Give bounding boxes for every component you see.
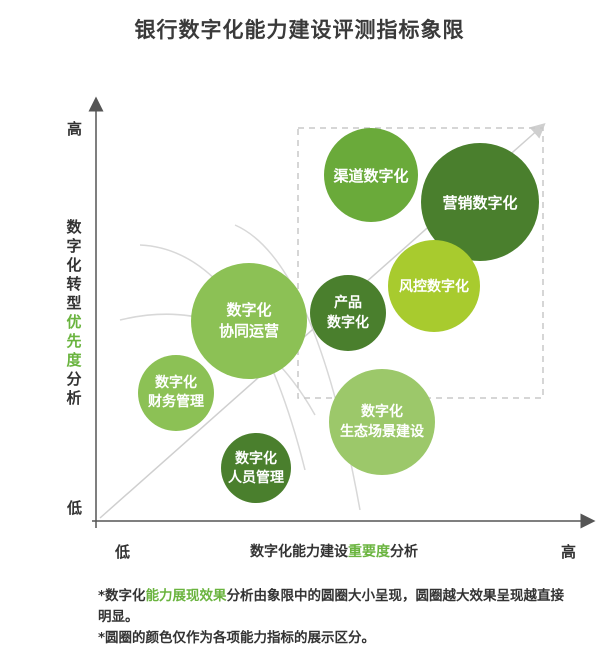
y-axis-low-label: 低 — [67, 499, 83, 517]
bubble-product: 产品 数字化 — [310, 275, 386, 351]
bubble-product-circle — [310, 275, 386, 351]
bubble-finance-label-2: 财务管理 — [147, 393, 204, 410]
y-label-char: 析 — [66, 389, 82, 407]
y-label-char: 字 — [66, 237, 82, 255]
y-axis-high-label: 高 — [67, 120, 83, 138]
bubble-hr-circle — [221, 433, 291, 503]
y-label-char-highlight: 优 — [66, 313, 82, 331]
x-label-post: 分析 — [390, 544, 418, 560]
bubble-finance-circle — [138, 355, 214, 431]
x-axis-low-label: 低 — [115, 543, 131, 561]
y-label-char: 转 — [66, 275, 82, 293]
x-axis-label: 数字化能力建设重要度分析 — [250, 541, 418, 561]
high-priority-quadrant-box — [297, 127, 544, 399]
footnote-1-post: 分析由象限中的圆圈大小呈现，圆圈越大效果呈现越直接明显。 — [98, 588, 565, 625]
x-label-pre: 数字化能力建设 — [250, 544, 348, 560]
y-label-char: 型 — [66, 294, 82, 312]
x-label-highlight: 重要度 — [348, 544, 390, 560]
bubble-channel-label: 渠道数字化 — [333, 167, 408, 185]
bubble-channel-circle — [324, 128, 418, 222]
bubble-channel: 渠道数字化 — [324, 128, 418, 222]
bubble-risk-circle — [388, 240, 480, 332]
footnote-1: *数字化能力展现效果分析由象限中的圆圈大小呈现，圆圈越大效果呈现越直接明显。 — [98, 586, 568, 628]
y-label-char: 分 — [66, 370, 82, 388]
bubble-ecosystem-label-1: 数字化 — [361, 403, 403, 420]
y-axis-label: 数 字 化 转 型 优 先 度 分 析 — [61, 218, 87, 408]
bubble-finance: 数字化 财务管理 — [138, 355, 214, 431]
bubble-ecosystem: 数字化 生态场景建设 — [329, 369, 435, 475]
bubble-hr-label-1: 数字化 — [235, 450, 277, 467]
bubble-finance-label-1: 数字化 — [155, 374, 197, 391]
bubble-collab: 数字化 协同运营 — [191, 263, 307, 379]
footnote-1-highlight: 能力展现效果 — [145, 588, 227, 604]
footnotes: *数字化能力展现效果分析由象限中的圆圈大小呈现，圆圈越大效果呈现越直接明显。 *… — [98, 586, 568, 649]
bubble-marketing: 营销数字化 — [421, 143, 539, 261]
page-title: 银行数字化能力建设评测指标象限 — [134, 18, 465, 42]
bubble-marketing-label: 营销数字化 — [442, 194, 517, 212]
bubble-risk-label: 风控数字化 — [399, 278, 469, 295]
bubble-collab-label-2: 协同运营 — [219, 322, 279, 340]
bubble-product-label-1: 产品 — [334, 294, 362, 311]
footnote-2: *圆圈的颜色仅作为各项能力指标的展示区分。 — [98, 630, 376, 646]
bubble-risk: 风控数字化 — [388, 240, 480, 332]
bubble-collab-label-1: 数字化 — [226, 301, 271, 319]
y-label-char: 数 — [66, 218, 82, 236]
footnote-1-pre: *数字化 — [98, 588, 146, 604]
bubble-ecosystem-label-2: 生态场景建设 — [340, 423, 425, 440]
bubble-ecosystem-circle — [329, 369, 435, 475]
y-label-char-highlight: 先 — [66, 332, 82, 350]
bubble-hr-label-2: 人员管理 — [228, 469, 284, 486]
y-label-char-highlight: 度 — [66, 351, 82, 369]
y-label-char: 化 — [66, 256, 82, 274]
bubble-hr: 数字化 人员管理 — [221, 433, 291, 503]
bubble-collab-circle — [191, 263, 307, 379]
bubble-marketing-circle — [421, 143, 539, 261]
x-axis-high-label: 高 — [561, 543, 577, 561]
bubble-product-label-2: 数字化 — [327, 314, 369, 331]
